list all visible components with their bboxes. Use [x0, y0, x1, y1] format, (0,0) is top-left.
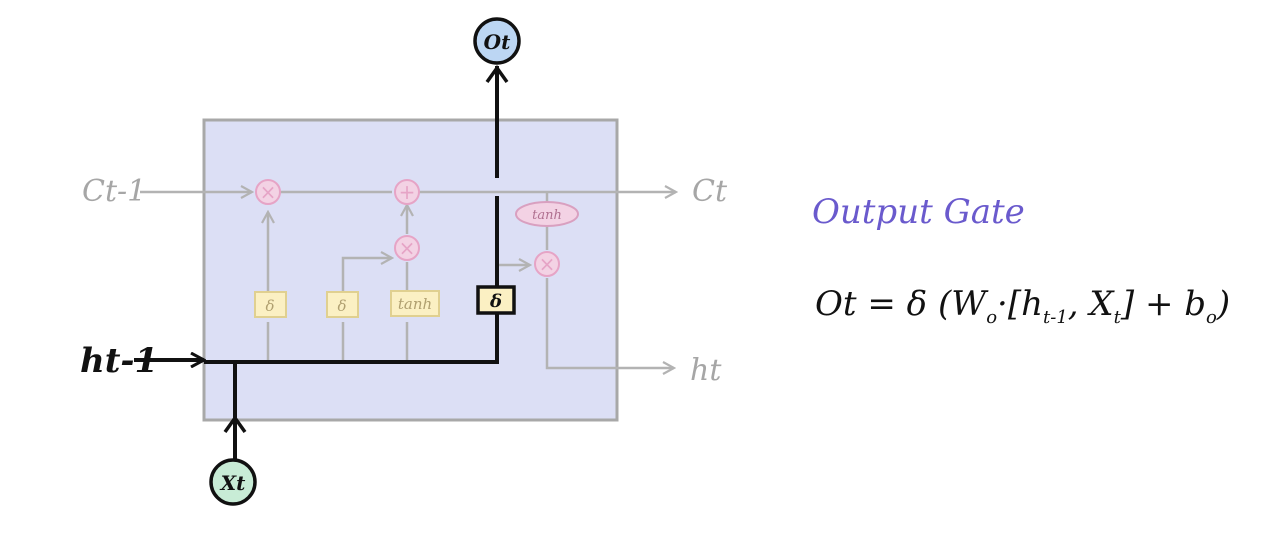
hidden-out-line — [545, 278, 674, 368]
hidden-output-label: ht — [690, 353, 722, 388]
input-gate-to-op — [341, 258, 392, 292]
input-multiply-symbol: × — [399, 236, 416, 260]
output-multiply-op: × — [534, 251, 560, 277]
input-gate-label: δ — [337, 297, 346, 315]
formula-bias-sub: o — [1206, 306, 1217, 328]
formula-h: h — [1021, 284, 1044, 324]
formula-dot: · — [997, 284, 1008, 324]
input-node-label: Xt — [219, 471, 247, 495]
formula-close-paren: ) — [1216, 284, 1231, 324]
input-multiply-op: × — [394, 235, 420, 261]
formula-bias: b — [1184, 284, 1207, 324]
forget-multiply-symbol: × — [260, 180, 277, 204]
hidden-line-dark — [204, 314, 499, 364]
formula-equals: = — [867, 284, 896, 324]
output-node-arrowhead — [485, 64, 509, 84]
input-x-arrowhead — [223, 414, 247, 434]
candidate-gate-label: tanh — [398, 295, 432, 313]
formula-h-sub: t-1 — [1043, 306, 1068, 328]
candidate-gate-box: tanh — [390, 290, 440, 317]
formula-bracket-close: ] — [1120, 284, 1135, 324]
forget-multiply-op: × — [255, 179, 281, 205]
formula-open-paren: ( — [937, 284, 952, 324]
formula-plus: + — [1144, 284, 1174, 324]
input-node: Xt — [209, 458, 257, 506]
formula-x: X — [1089, 284, 1114, 324]
output-multiply-symbol: × — [539, 252, 556, 276]
cell-input-label: Ct-1 — [82, 174, 146, 209]
cell-tanh-ellipse: tanh — [515, 201, 579, 227]
cell-output-label: Ct — [692, 174, 728, 209]
formula-bracket-open: [ — [1007, 284, 1022, 324]
cell-add-symbol: + — [399, 180, 416, 204]
forget-gate-label: δ — [265, 297, 274, 315]
output-node-label: Ot — [484, 30, 511, 54]
formula-x-sub: t — [1113, 306, 1121, 328]
output-gate-formula: Ot = δ (Wo·[ht-1, Xt] + bo) — [815, 284, 1230, 328]
cell-add-op: + — [394, 179, 420, 205]
formula-lhs: Ot — [815, 284, 857, 324]
formula-weight-sub: o — [986, 306, 998, 328]
cell-tanh-label: tanh — [532, 208, 562, 223]
forget-gate-box: δ — [254, 291, 287, 318]
formula-weight: W — [951, 284, 987, 324]
diagram-title: Output Gate — [812, 192, 1025, 232]
input-gate-box: δ — [326, 291, 359, 318]
hidden-input-label: ht-1 — [80, 341, 158, 381]
output-gate-label: δ — [489, 291, 502, 312]
output-gate-box: δ — [476, 285, 516, 315]
output-node: Ot — [473, 17, 521, 65]
formula-sigma: δ — [906, 284, 928, 324]
formula-comma: , — [1067, 284, 1079, 324]
